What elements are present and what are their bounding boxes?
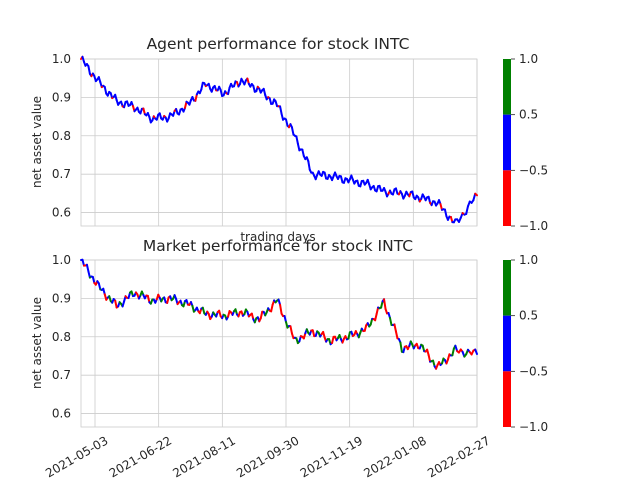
line-segment <box>380 300 384 309</box>
colorbar-segment <box>503 59 511 115</box>
y-tick-label: 0.7 <box>52 368 71 382</box>
line-segment <box>339 175 344 184</box>
agent-series-line <box>80 55 478 224</box>
line-segment <box>465 205 469 215</box>
agent-x-axis-label: trading days <box>240 230 315 244</box>
line-segment <box>146 294 151 304</box>
line-segment <box>290 126 295 136</box>
line-segment <box>399 341 403 353</box>
line-segment <box>97 282 102 291</box>
line-segment <box>283 314 288 324</box>
market-grid <box>80 259 478 428</box>
line-segment <box>323 171 328 180</box>
colorbar-tick-label: 0.5 <box>519 108 538 122</box>
line-segment <box>474 348 478 356</box>
colorbar-tick-label: −1.0 <box>519 219 548 233</box>
y-tick-label: 0.6 <box>52 206 71 220</box>
y-tick-label: 0.9 <box>52 291 71 305</box>
line-segment <box>262 87 267 96</box>
line-segment <box>331 335 335 344</box>
line-segment <box>375 306 380 315</box>
colorbar-segment <box>503 315 511 372</box>
agent-grid <box>80 58 478 227</box>
line-segment <box>394 330 399 340</box>
line-segment <box>200 81 204 91</box>
line-segment <box>289 325 293 335</box>
line-segment <box>388 316 393 326</box>
line-segment <box>307 160 311 171</box>
colorbar-tick-label: 1.0 <box>519 52 538 66</box>
line-segment <box>383 298 387 310</box>
line-segment <box>374 312 378 322</box>
colorbar-segment <box>503 170 511 226</box>
colorbar-segment <box>503 114 511 171</box>
line-segment <box>393 323 397 333</box>
line-segment <box>194 93 198 102</box>
colorbar-segment <box>503 260 511 316</box>
market-chart-title: Market performance for stock INTC <box>143 237 413 255</box>
agent-y-axis-label: net asset value <box>30 96 44 188</box>
line-segment <box>311 329 316 338</box>
line-segment <box>227 86 231 96</box>
line-segment <box>285 118 289 127</box>
line-segment <box>427 195 432 204</box>
colorbar-tick-label: −0.5 <box>519 364 548 378</box>
line-segment <box>259 310 264 320</box>
line-segment <box>411 190 415 199</box>
y-tick-label: 1.0 <box>52 253 71 267</box>
agent-y-ticks: 0.6 0.7 0.8 0.9 1.0 <box>52 52 71 220</box>
market-y-axis-label: net asset value <box>30 297 44 389</box>
line-segment <box>85 263 90 273</box>
colorbar-tick-label: 1.0 <box>519 253 538 267</box>
agent-chart-title: Agent performance for stock INTC <box>147 35 410 53</box>
line-segment <box>103 85 108 95</box>
y-tick-label: 1.0 <box>52 52 71 66</box>
line-segment <box>219 88 224 97</box>
line-segment <box>347 331 351 340</box>
line-segment <box>270 303 274 313</box>
line-segment <box>114 299 118 309</box>
agent-colorbar: −1.0 −0.5 0.5 1.0 <box>503 52 548 233</box>
market-y-ticks: 0.6 0.7 0.8 0.9 1.0 <box>52 253 71 421</box>
colorbar-tick-label: −1.0 <box>519 420 548 434</box>
line-segment <box>279 105 283 115</box>
line-segment <box>451 347 455 357</box>
y-tick-label: 0.7 <box>52 167 71 181</box>
line-segment <box>295 135 299 145</box>
y-tick-label: 0.6 <box>52 407 71 421</box>
agent-panel: Agent performance for stock INTC net ass… <box>30 35 548 244</box>
y-tick-label: 0.8 <box>52 330 71 344</box>
market-colorbar: −1.0 −0.5 0.5 1.0 <box>503 253 548 434</box>
colorbar-tick-label: 0.5 <box>519 309 538 323</box>
y-tick-label: 0.8 <box>52 129 71 143</box>
line-segment <box>279 303 283 315</box>
line-segment <box>296 142 301 152</box>
line-segment <box>443 208 448 218</box>
y-tick-label: 0.9 <box>52 90 71 104</box>
colorbar-segment <box>503 371 511 427</box>
line-segment <box>427 353 432 363</box>
market-series-line <box>80 258 478 370</box>
line-segment <box>301 148 305 158</box>
line-segment <box>474 192 478 197</box>
colorbar-tick-label: −0.5 <box>519 163 548 177</box>
plot-frame <box>80 58 478 227</box>
line-segment <box>91 275 96 284</box>
plot-frame <box>80 259 478 428</box>
line-segment <box>87 65 91 75</box>
line-segment <box>472 192 477 202</box>
